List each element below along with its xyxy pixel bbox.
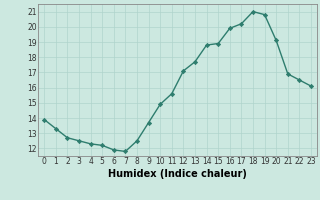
X-axis label: Humidex (Indice chaleur): Humidex (Indice chaleur) bbox=[108, 169, 247, 179]
